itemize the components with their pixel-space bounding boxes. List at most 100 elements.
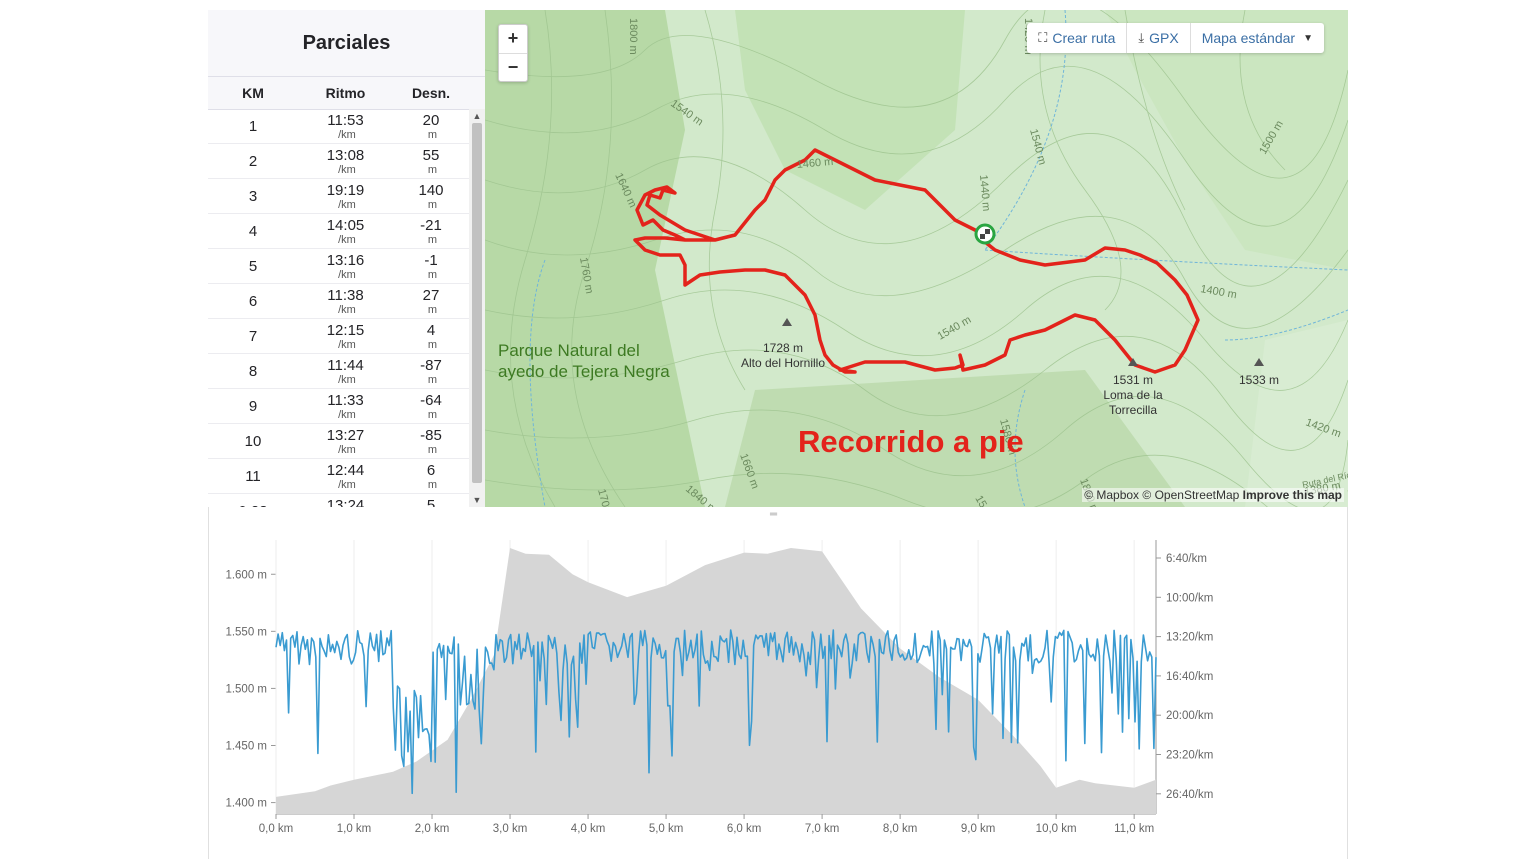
x-tick-label: 4,0 km [571,823,606,835]
split-elev: 55 m [393,147,469,176]
split-elev-value: 5 [426,496,436,508]
pace-unit: /km [338,163,356,176]
split-elev: 5m [393,497,469,508]
caret-down-icon: ▼ [1303,32,1313,44]
download-icon: ⤓ [1138,30,1145,45]
map-style-dropdown[interactable]: Mapa estándar ▼ [1191,23,1324,53]
split-elev-value: -21 [420,216,442,234]
split-elev-value: 4 [426,321,436,339]
peak-elev: 1531 m [1112,373,1154,387]
y-right-tick-label: 20:00/km [1166,710,1213,722]
elevation-area [276,548,1156,814]
split-elev: 20 m [393,112,469,141]
pace-unit: /km [338,443,356,456]
split-km: 10 [244,432,262,450]
split-pace-value: 19:19 [326,181,365,199]
y-left-tick-label: 1.400 m [225,798,267,810]
scroll-down-icon[interactable]: ▼ [472,495,482,505]
split-row: 7 12:15/km 4 m [208,319,469,354]
x-tick-label: 2,0 km [415,823,450,835]
split-pace-value: 11:53 [327,111,364,129]
x-tick-label: 9,0 km [961,823,996,835]
split-km: 2 [248,152,258,170]
split-km: 1 [248,117,258,135]
osm-link[interactable]: © OpenStreetMap [1142,488,1240,502]
pace-unit: /km [338,338,356,351]
pace-unit: /km [338,198,356,211]
resize-handle[interactable]: ═ [770,509,778,520]
x-tick-label: 8,0 km [883,823,918,835]
peak-name-line1: Loma de la [1103,388,1163,402]
split-elev: -1 m [393,252,469,281]
map-attribution: © Mapbox © OpenStreetMap Improve this ma… [1082,488,1344,502]
x-tick-label: 6,0 km [727,823,762,835]
elev-unit: m [427,233,438,246]
improve-map-link[interactable]: Improve this map [1242,488,1342,502]
split-pace-value: 13:08 [326,146,365,164]
split-row: 4 14:05/km -21 m [208,214,469,249]
split-pace-value: 13:24 [326,496,365,508]
split-km: 0,28 [208,503,298,508]
split-elev: 140 m [393,182,469,211]
zoom-control: + − [498,24,528,82]
gpx-button[interactable]: ⤓ GPX [1127,23,1191,53]
split-km: 6 [248,292,258,310]
split-pace-value: 12:15 [326,321,365,339]
splits-panel: Parciales KM Ritmo Desn. 1 11:53/km 20 m 2 13… [208,10,485,507]
split-pace: 11:44/km [298,357,393,386]
col-km: KM [242,85,264,101]
split-row: 5 13:16/km -1 m [208,249,469,284]
y-right-tick-label: 6:40/km [1166,553,1207,565]
split-pace: 13:16/km [298,252,393,281]
split-row: 11 12:44/km 6 m [208,459,469,494]
scroll-up-icon[interactable]: ▲ [472,111,482,121]
pace-unit: /km [338,408,356,421]
split-pace: 13:08/km [298,147,393,176]
zoom-out-button[interactable]: − [507,57,519,77]
elev-unit: m [427,408,438,421]
elev-unit: m [427,443,438,456]
split-row: 10 13:27/km -85 m [208,424,469,459]
split-elev-value: -1 [424,251,438,269]
forest-area-east [1105,10,1348,270]
peak-elev: 1533 m [1238,373,1280,387]
split-row: 2 13:08/km 55 m [208,144,469,179]
create-route-button[interactable]: ⛶ Crear ruta [1027,23,1128,53]
split-pace: 14:05/km [298,217,393,246]
x-tick-label: 3,0 km [493,823,528,835]
split-elev-value: 27 [422,286,440,304]
pace-unit: /km [338,268,356,281]
contour-label: 1800 m [627,18,639,55]
peak-label-1533: 1533 m [1229,373,1289,388]
split-elev: -64 m [393,392,469,421]
elev-unit: m [427,268,438,281]
activity-overlay-text: Recorrido a pie [798,424,1024,459]
pace-line [275,629,1157,795]
split-row: 1 11:53/km 20 m [208,109,469,144]
zoom-in-button[interactable]: + [499,25,527,54]
mapbox-link[interactable]: © Mapbox [1084,488,1140,502]
route-map[interactable]: 1800 m 1540 m 1460 m 1640 m 1760 m 1440 m 1540… [485,10,1348,507]
elev-unit: m [427,198,438,211]
chart-svg: 1.600 m 1.550 m 1.500 m 1.450 m 1.400 m 6:40/… [225,540,1213,835]
y-right-tick-label: 23:20/km [1166,750,1213,762]
create-route-label: Crear ruta [1052,30,1116,46]
col-elev: Desn. [411,85,451,101]
split-elev: -87 m [393,357,469,386]
split-pace: 11:38/km [298,287,393,316]
start-finish-marker [974,223,996,245]
split-elev: 27 m [393,287,469,316]
y-left-tick-label: 1.450 m [225,741,267,753]
split-km: 9 [248,397,258,415]
scroll-thumb[interactable] [472,123,482,483]
x-tick-label: 7,0 km [805,823,840,835]
split-row: 6 11:38/km 27 m [208,284,469,319]
park-label-line2: ayedo de Tejera Negra [498,362,670,381]
pace-unit: /km [338,233,356,246]
splits-scrollbar[interactable]: ▲ ▼ [469,109,485,507]
split-pace-value: 11:33 [327,391,364,409]
split-pace: 11:33/km [298,392,393,421]
pace-unit: /km [338,303,356,316]
